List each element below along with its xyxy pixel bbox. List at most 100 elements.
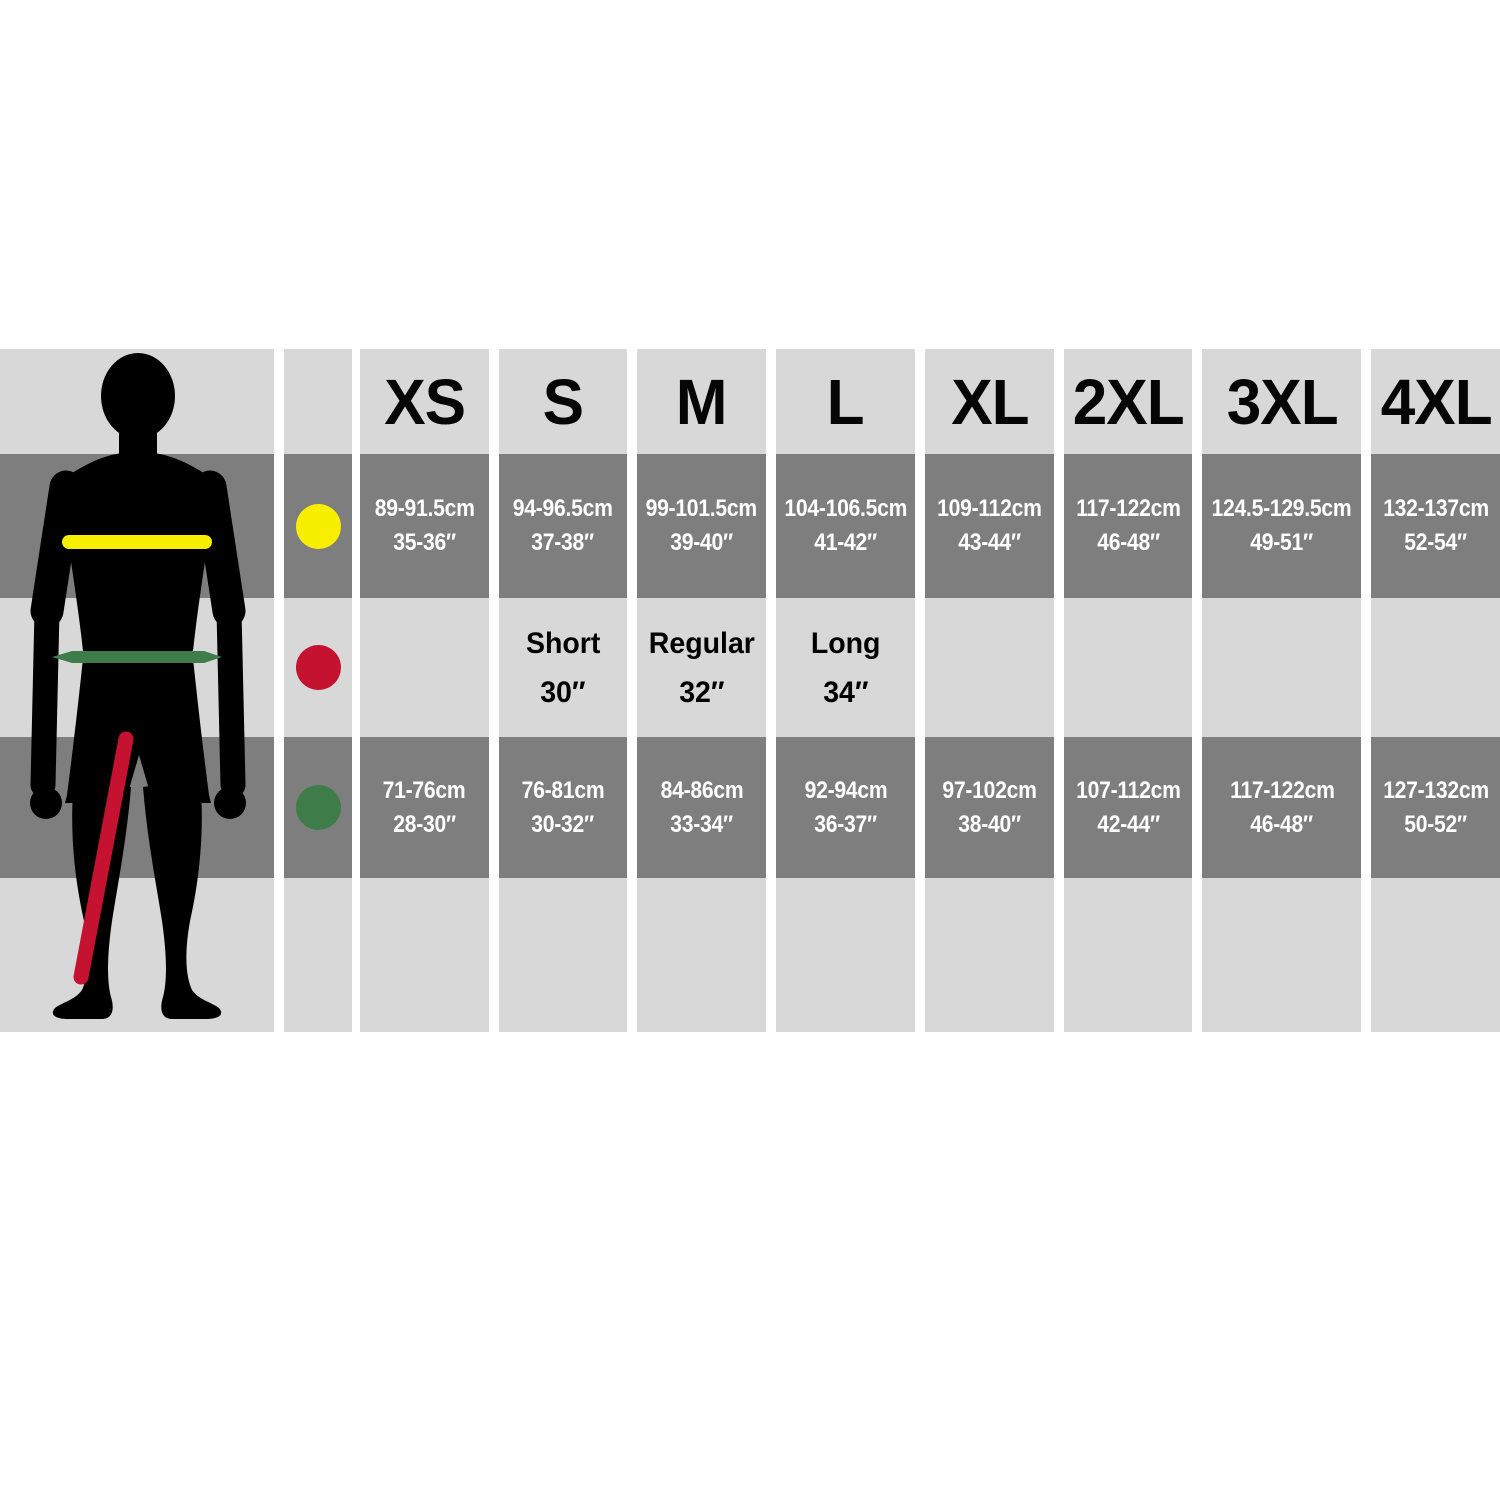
- empty-cell: [637, 878, 766, 1032]
- male-silhouette: [30, 353, 246, 1019]
- measurement-inches: 35-36″: [393, 529, 456, 556]
- waist-cell-s: 76-81cm 30-32″: [498, 737, 628, 878]
- measurement-cm: 132-137cm: [1382, 495, 1489, 522]
- measurement-inches: 39-40″: [670, 529, 733, 556]
- measurement-inches: 46-48″: [1250, 810, 1314, 838]
- measurement-inches: 43-44″: [958, 529, 1021, 556]
- empty-cell: [775, 878, 916, 1032]
- size-label: 4XL: [1380, 365, 1492, 438]
- measurement-inches: 30″: [540, 675, 586, 709]
- size-chart-table: XS S M L XL 2XL 3XL 4XL 89-91.5cm 35-36″…: [0, 349, 1500, 1032]
- size-column-header-m: M: [637, 349, 766, 454]
- measurement-cm: 99-101.5cm: [645, 495, 758, 522]
- empty-cell: [1371, 598, 1500, 737]
- empty-cell: [498, 878, 628, 1032]
- measurement-inches: 41-42″: [814, 529, 877, 556]
- measurement-inches: 49-51″: [1250, 529, 1314, 556]
- size-label: 2XL: [1072, 365, 1185, 438]
- size-column-header-s: S: [498, 349, 628, 454]
- measurement-cm: 107-112cm: [1075, 776, 1181, 804]
- size-label: L: [827, 365, 865, 438]
- empty-cell: [925, 598, 1054, 737]
- waist-marker-dot: [295, 785, 341, 830]
- inseam-measure-line: [73, 731, 134, 985]
- empty-cell: [1063, 878, 1193, 1032]
- waist-cell-l: 92-94cm 36-37″: [775, 737, 916, 878]
- measurement-inches: 32″: [678, 675, 725, 709]
- waist-cell-4xl: 127-132cm 50-52″: [1371, 737, 1500, 878]
- waist-cell-2xl: 107-112cm 42-44″: [1063, 737, 1193, 878]
- size-column-header-xl: XL: [925, 349, 1054, 454]
- measurement-cm: Short: [525, 626, 601, 660]
- size-column-header-2xl: 2XL: [1063, 349, 1193, 454]
- size-column-header-l: L: [775, 349, 916, 454]
- empty-cell: [1063, 598, 1193, 737]
- size-column-header-3xl: 3XL: [1202, 349, 1362, 454]
- inseam-cell-s: Short 30″: [498, 598, 628, 737]
- chest-measure-line: [62, 535, 212, 549]
- empty-cell: [284, 349, 352, 454]
- size-label: XS: [383, 365, 466, 438]
- size-label: S: [542, 365, 584, 438]
- measurement-cm: 89-91.5cm: [374, 495, 475, 522]
- size-label: 3XL: [1226, 365, 1338, 438]
- measurement-cm: Regular: [648, 626, 755, 660]
- measurement-inches: 28-30″: [393, 810, 456, 838]
- measurement-cm: 92-94cm: [804, 776, 887, 804]
- chest-cell-xs: 89-91.5cm 35-36″: [360, 454, 489, 598]
- chest-cell-l: 104-106.5cm 41-42″: [775, 454, 916, 598]
- empty-cell: [1202, 878, 1362, 1032]
- waist-cell-m: 84-86cm 33-34″: [637, 737, 766, 878]
- empty-cell: [360, 878, 489, 1032]
- empty-cell: [284, 878, 352, 1032]
- measurement-cm: 117-122cm: [1229, 776, 1335, 804]
- inseam-cell-l: Long 34″: [775, 598, 916, 737]
- waist-cell-xs: 71-76cm 28-30″: [360, 737, 489, 878]
- measurement-inches: 38-40″: [958, 810, 1021, 838]
- measurement-inches: 37-38″: [531, 529, 595, 556]
- measurement-cm: Long: [810, 626, 881, 660]
- measurement-cm: 71-76cm: [382, 776, 466, 804]
- measurement-cm: 124.5-129.5cm: [1212, 495, 1352, 522]
- chest-marker-dot: [295, 503, 341, 549]
- measurement-inches: 33-34″: [670, 810, 733, 838]
- measurement-inches: 46-48″: [1096, 529, 1160, 556]
- measure-marker-cell: [284, 737, 352, 878]
- measurement-cm: 104-106.5cm: [784, 495, 907, 522]
- waist-cell-3xl: 117-122cm 46-48″: [1202, 737, 1362, 878]
- inseam-cell-m: Regular 32″: [637, 598, 766, 737]
- chest-cell-xl: 109-112cm 43-44″: [925, 454, 1054, 598]
- measurement-inches: 30-32″: [531, 810, 595, 838]
- measure-marker-cell: [284, 598, 352, 737]
- measurement-cm: 94-96.5cm: [513, 495, 613, 522]
- measure-marker-cell: [284, 454, 352, 598]
- male-body-silhouette: [30, 353, 246, 1019]
- chest-cell-2xl: 117-122cm 46-48″: [1063, 454, 1193, 598]
- chest-cell-4xl: 132-137cm 52-54″: [1371, 454, 1500, 598]
- measurement-cm: 97-102cm: [942, 776, 1037, 804]
- size-label: M: [676, 365, 728, 438]
- measurement-inches: 42-44″: [1096, 810, 1160, 838]
- measurement-inches: 50-52″: [1404, 810, 1467, 838]
- chest-cell-s: 94-96.5cm 37-38″: [498, 454, 628, 598]
- measurement-cm: 84-86cm: [660, 776, 743, 804]
- chest-cell-3xl: 124.5-129.5cm 49-51″: [1202, 454, 1362, 598]
- measurement-inches: 52-54″: [1404, 529, 1467, 556]
- waist-measure-line: [52, 651, 222, 663]
- measurement-cm: 76-81cm: [521, 776, 605, 804]
- size-column-header-4xl: 4XL: [1371, 349, 1500, 454]
- empty-cell: [1202, 598, 1362, 737]
- size-column-header-xs: XS: [360, 349, 489, 454]
- measurement-cm: 109-112cm: [937, 495, 1042, 522]
- inseam-marker-dot: [295, 645, 341, 690]
- size-label: XL: [950, 365, 1029, 438]
- empty-cell: [360, 598, 489, 737]
- male-figure-cell: [0, 349, 274, 1032]
- measurement-inches: 34″: [822, 675, 869, 709]
- measurement-inches: 36-37″: [814, 810, 877, 838]
- measurement-cm: 127-132cm: [1382, 776, 1489, 804]
- waist-cell-xl: 97-102cm 38-40″: [925, 737, 1054, 878]
- empty-cell: [1371, 878, 1500, 1032]
- measurement-cm: 117-122cm: [1075, 495, 1181, 522]
- chest-cell-m: 99-101.5cm 39-40″: [637, 454, 766, 598]
